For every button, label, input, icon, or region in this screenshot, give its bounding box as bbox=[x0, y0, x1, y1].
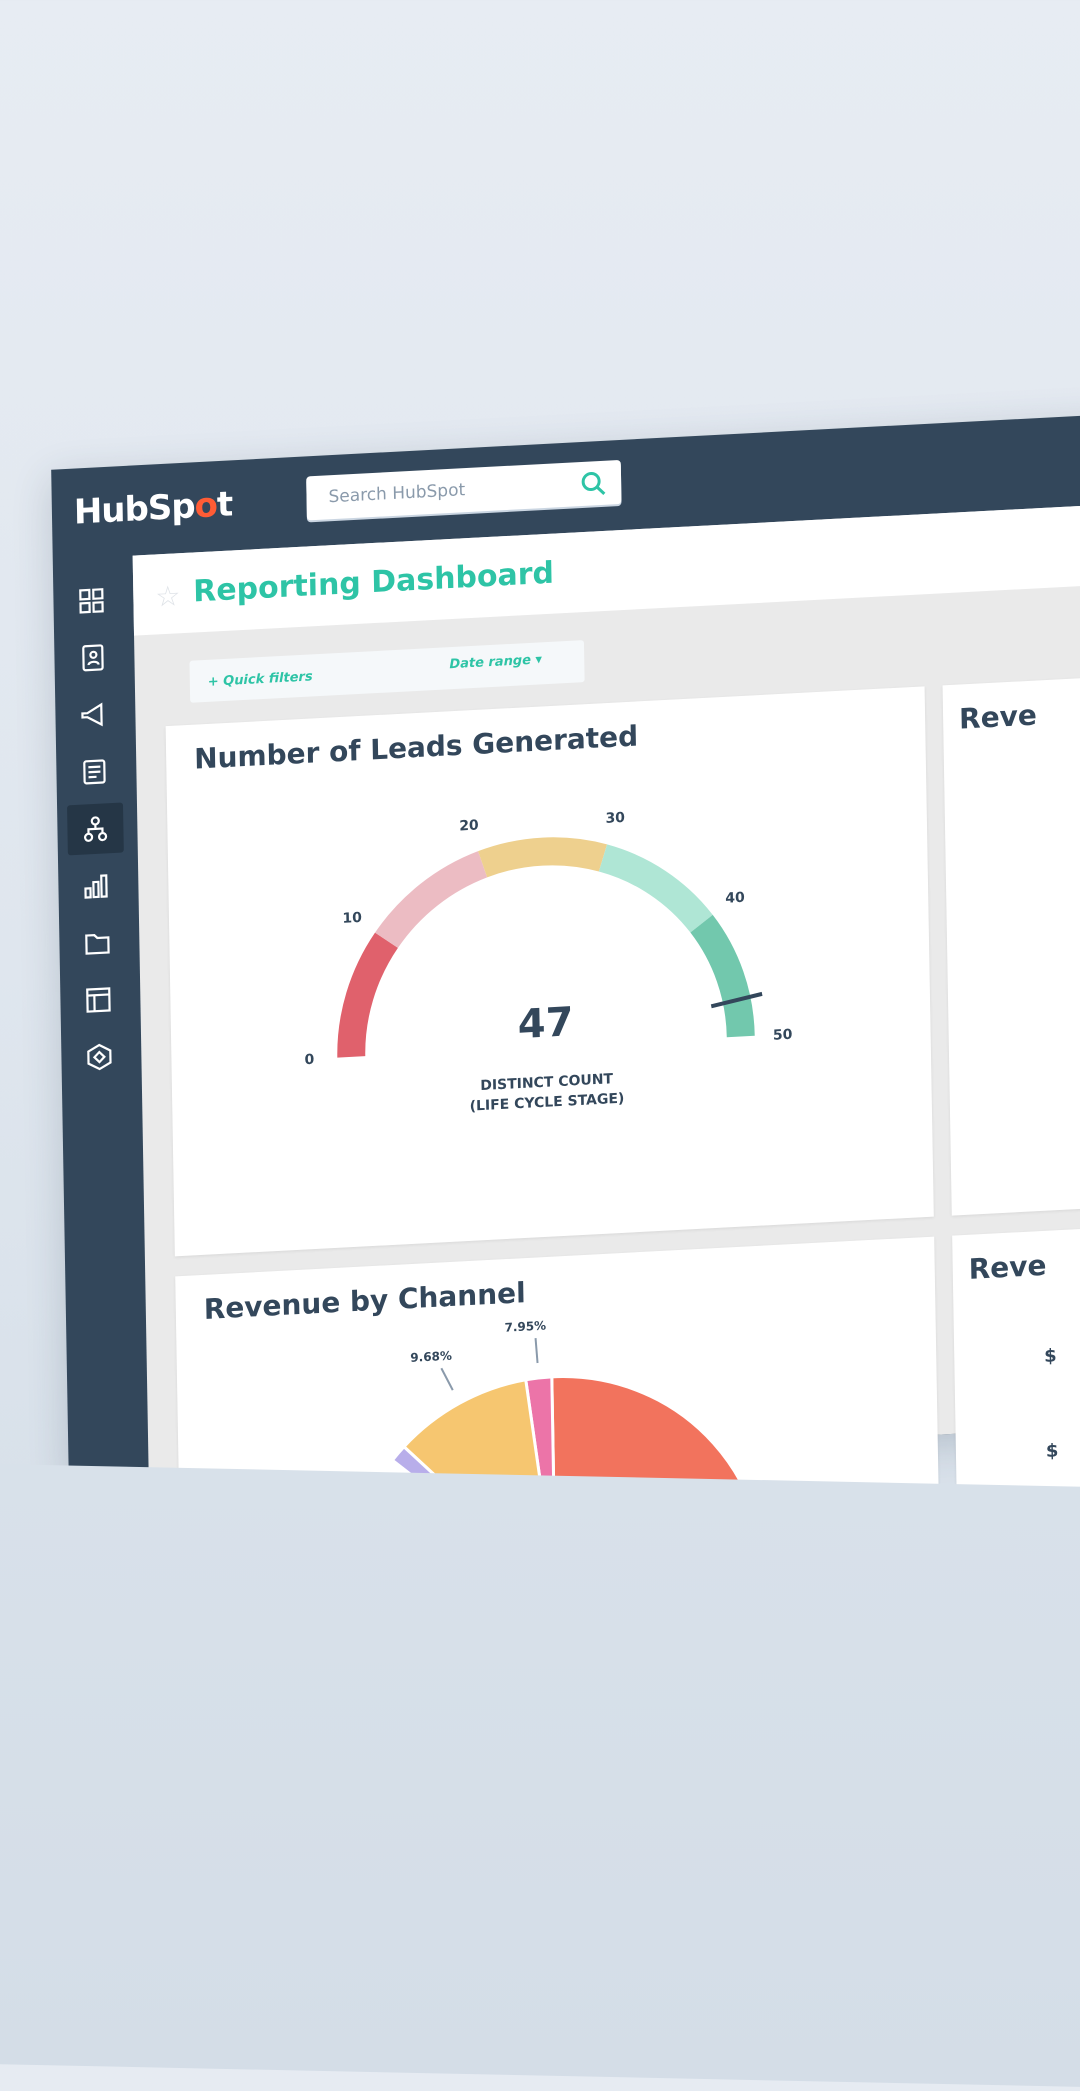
axis-tick: $ bbox=[1044, 1345, 1057, 1367]
axis-tick: $ bbox=[1046, 1440, 1059, 1462]
hubspot-window: HubSpot Search HubSpot ☆ Reporting Dashb… bbox=[51, 408, 1080, 1480]
revenue-card-right: Reve bbox=[943, 664, 1080, 1215]
sidebar-item-automation[interactable] bbox=[67, 802, 124, 855]
gauge-caption: (LIFE CYCLE STAGE) bbox=[470, 1091, 625, 1115]
pie-label-leader bbox=[441, 1368, 452, 1391]
bar-chart-icon bbox=[82, 871, 110, 900]
gauge-band bbox=[349, 940, 388, 1057]
gauge-tick-label: 50 bbox=[773, 1027, 793, 1044]
filter-bar: + Quick filters Date range ▾ bbox=[189, 640, 584, 703]
gauge-caption: DISTINCT COUNT bbox=[480, 1071, 613, 1094]
gauge-band bbox=[385, 864, 484, 940]
card-title: Reve bbox=[968, 1249, 1046, 1286]
gauge-tick-label: 40 bbox=[725, 890, 745, 907]
sidebar-item-reports[interactable] bbox=[68, 859, 125, 912]
search-input[interactable]: Search HubSpot bbox=[306, 460, 621, 521]
dashboard-main: ☆ Reporting Dashboard + Quick filters Da… bbox=[133, 498, 1080, 1476]
date-range-dropdown[interactable]: Date range ▾ bbox=[449, 652, 542, 672]
quick-filters-button[interactable]: + Quick filters bbox=[208, 669, 313, 689]
gauge-tick-label: 10 bbox=[342, 910, 362, 927]
contacts-icon bbox=[78, 643, 106, 672]
megaphone-icon bbox=[79, 700, 107, 729]
hubspot-logo[interactable]: HubSpot bbox=[74, 484, 233, 532]
gauge-band bbox=[603, 853, 702, 929]
pie-slice-label: 9.68% bbox=[410, 1349, 452, 1365]
favorite-star-icon[interactable]: ☆ bbox=[155, 579, 181, 613]
sidebar-item-content[interactable] bbox=[66, 745, 123, 798]
pie-label-leader bbox=[536, 1338, 538, 1363]
sidebar-item-dashboard[interactable] bbox=[63, 574, 120, 627]
sidebar-item-contacts[interactable] bbox=[64, 631, 121, 684]
gauge-value: 47 bbox=[517, 999, 573, 1048]
document-icon bbox=[80, 757, 108, 786]
sidebar-item-files[interactable] bbox=[69, 917, 126, 970]
search-placeholder: Search HubSpot bbox=[328, 480, 465, 507]
org-chart-icon bbox=[81, 814, 109, 843]
gauge-tick-label: 0 bbox=[304, 1052, 314, 1069]
gauge-chart: 0 10 20 30 40 50 47 DISTINCT COUNT(LIFE CYCLE S… bbox=[166, 686, 934, 1256]
search-icon[interactable] bbox=[579, 469, 607, 498]
pie-slice-label: 7.95% bbox=[504, 1319, 546, 1335]
sidebar-item-settings[interactable] bbox=[71, 1031, 128, 1084]
background-foreground-shape bbox=[0, 1462, 1080, 2091]
gauge-tick-label: 30 bbox=[605, 810, 625, 827]
gauge-tick-label: 20 bbox=[459, 817, 479, 834]
gauge-band bbox=[482, 848, 603, 864]
hexagon-icon bbox=[85, 1042, 113, 1071]
gauge-band bbox=[702, 922, 741, 1039]
folder-icon bbox=[83, 928, 111, 957]
page-title: Reporting Dashboard bbox=[193, 556, 554, 610]
sidebar-item-templates[interactable] bbox=[70, 974, 127, 1027]
grid-icon bbox=[77, 586, 105, 615]
layout-icon bbox=[84, 985, 112, 1014]
card-title: Reve bbox=[959, 699, 1037, 736]
sidebar-item-marketing[interactable] bbox=[65, 688, 122, 741]
